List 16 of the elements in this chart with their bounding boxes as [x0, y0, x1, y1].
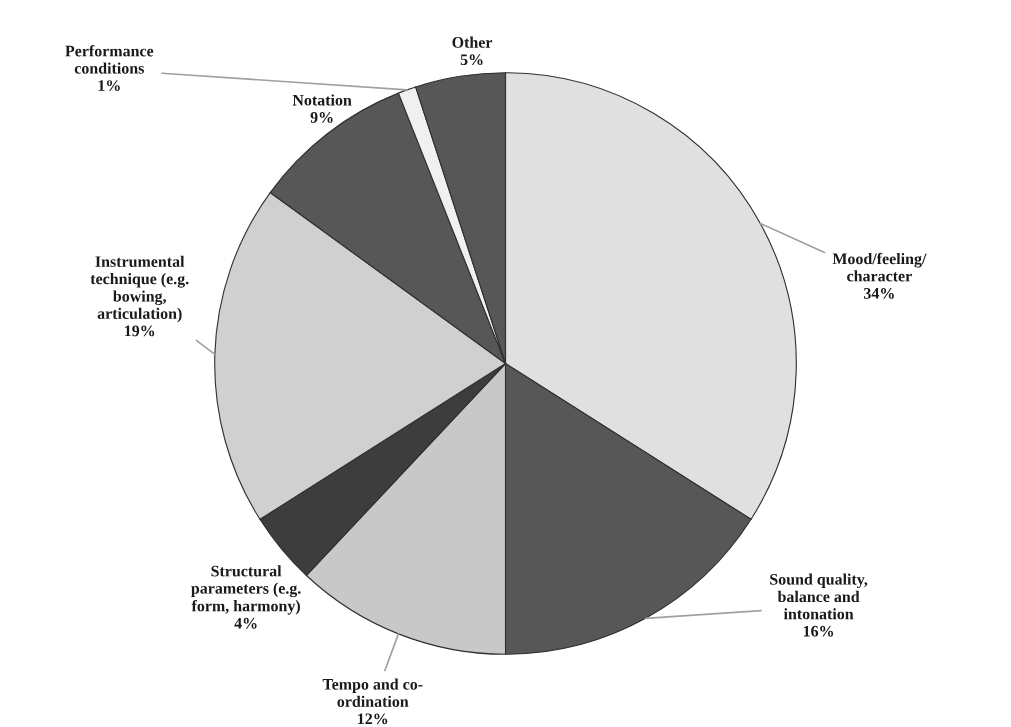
data-label: 12% [358, 713, 388, 725]
data-label: 16% [803, 625, 834, 637]
data-label: 9% [310, 112, 333, 123]
slice-label: Other [452, 36, 493, 48]
data-label: 5% [460, 54, 483, 66]
slice-label: Structural parameters (e.g. form, harmony) [191, 565, 301, 615]
slice-label: Mood/feeling/ character [832, 252, 927, 282]
data-label: 4% [234, 617, 257, 629]
slice-label: Performance conditions [65, 45, 154, 74]
slice-label: Instrumental technique (e.g. bowing, articulation) [90, 255, 189, 323]
data-label: 34% [864, 287, 894, 299]
slice-label: Sound quality, balance and intonation [770, 573, 868, 620]
slice-label: Tempo and co- ordination [322, 678, 423, 707]
data-label: 1% [98, 80, 120, 91]
slice-label: Notation [292, 94, 352, 106]
data-label: 19% [125, 325, 155, 337]
